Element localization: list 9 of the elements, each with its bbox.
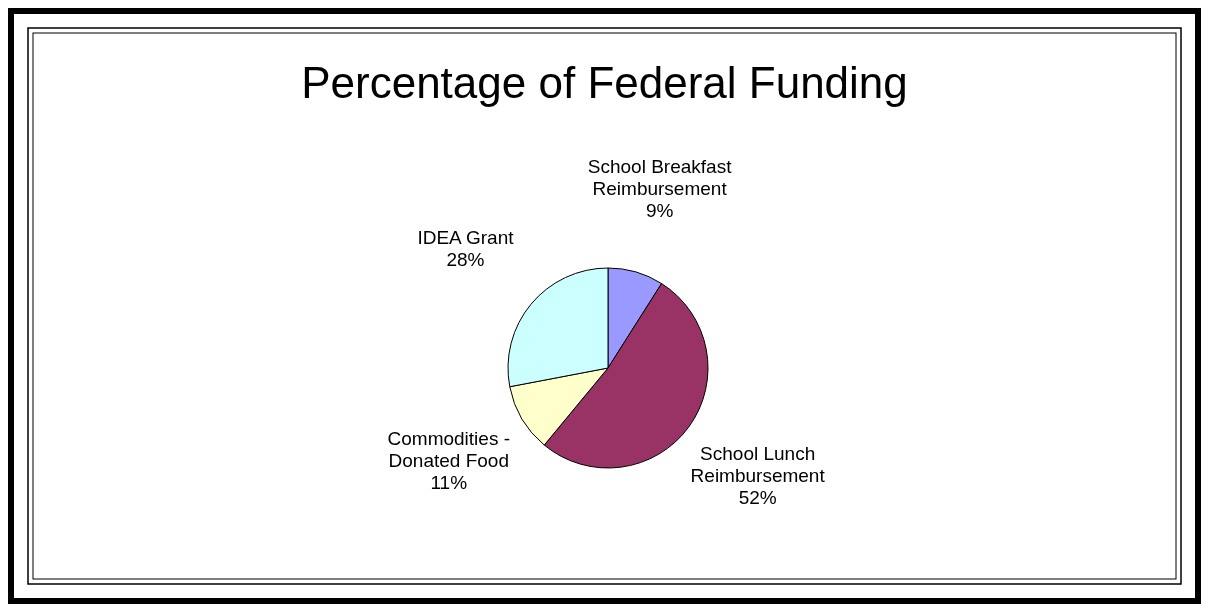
data-label: 28% — [446, 249, 485, 271]
slice-label: Commodities - Donated Food — [387, 428, 510, 472]
slice-label: IDEA Grant — [417, 227, 515, 249]
data-label: 9% — [645, 200, 674, 222]
chart-title: Percentage of Federal Funding — [301, 58, 908, 107]
data-label: 52% — [738, 486, 777, 508]
slice-label: School Breakfast Reimbursement — [587, 156, 733, 200]
slice-label: School Lunch Reimbursement — [690, 442, 826, 486]
data-label: 11% — [430, 472, 468, 494]
